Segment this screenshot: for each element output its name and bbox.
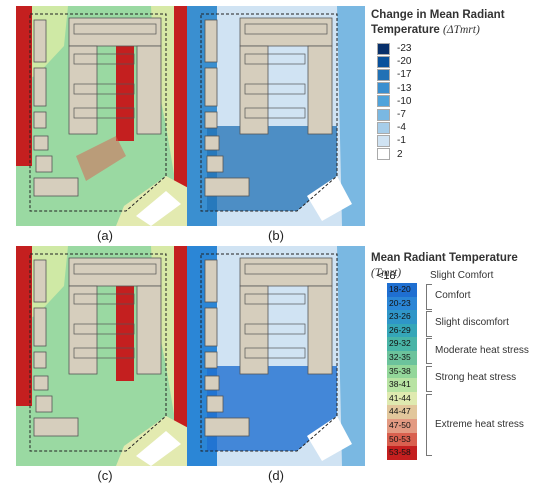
legend-top-row: 2 [377, 148, 403, 161]
legend-top-swatch [377, 95, 390, 108]
legend-top-swatch [377, 42, 390, 55]
legend-bottom-swatch [387, 337, 417, 351]
caption-d: (d) [268, 468, 284, 483]
legend-top-title-line2: Temperature [371, 24, 440, 36]
legend-top-row: -7 [377, 108, 406, 121]
legend-bottom-label: 44-47 [389, 406, 411, 417]
legend-bottom-row: 44-47 [387, 405, 417, 419]
legend-bottom-row: 35-38 [387, 364, 417, 379]
legend-top-label: 2 [397, 148, 403, 160]
legend-top-title-line1: Change in Mean Radiant [371, 9, 505, 21]
legend-top-swatch [377, 82, 390, 95]
bracket-slight-discomfort [426, 311, 432, 337]
category-extreme-heat-stress: Extreme heat stress [435, 419, 524, 430]
category-moderate-heat-stress: Moderate heat stress [435, 345, 529, 356]
legend-top-swatch [377, 134, 390, 147]
bracket-extreme [426, 394, 432, 456]
legend-bottom-symbol: (Tmrt) [371, 267, 402, 279]
legend-bottom-row: 23-26 [387, 310, 417, 324]
legend-bottom-swatch [387, 419, 417, 433]
bracket-strong [426, 366, 432, 392]
legend-top-row: -10 [377, 95, 411, 108]
legend-bottom-label: 50-53 [389, 433, 411, 444]
legend-bottom-row: 41-44 [387, 391, 417, 406]
legend-top-label: -23 [397, 43, 412, 54]
legend-top-label: -17 [397, 69, 412, 81]
legend-bottom-swatch [387, 405, 417, 419]
map-panel-a [16, 6, 194, 226]
legend-bottom-label: 53-58 [389, 447, 411, 458]
legend-top-swatch [377, 68, 390, 81]
legend-top-label: -13 [397, 82, 412, 94]
map-panel-d [187, 246, 365, 466]
legend-bottom-label: 41-44 [389, 392, 411, 403]
legend-bottom-label: 18-20 [389, 284, 411, 294]
legend-top-label: -4 [397, 122, 406, 134]
legend-bottom-swatch [387, 378, 417, 392]
bracket-moderate [426, 338, 432, 364]
legend-bottom-swatch [387, 296, 417, 311]
legend-top-title: Change in Mean Radiant Temperature (ΔTmr… [371, 8, 549, 38]
legend-bottom-row: 20-23 [387, 296, 417, 311]
legend-bottom-row: 29-32 [387, 337, 417, 351]
category-strong-heat-stress: Strong heat stress [435, 372, 517, 383]
legend-bottom-row: 38-41 [387, 378, 417, 392]
category-slight-discomfort: Slight discomfort [435, 317, 509, 328]
legend-bottom-swatch [387, 446, 417, 460]
legend-bottom-swatch [387, 391, 417, 406]
legend-top-label: -10 [397, 95, 412, 107]
legend-bottom-row: 47-50 [387, 419, 417, 433]
bracket-comfort [426, 284, 432, 310]
legend-top-swatch [377, 108, 390, 121]
legend-bottom-swatch [387, 310, 417, 324]
category-comfort: Comfort [435, 290, 471, 301]
legend-bottom-title-text: Mean Radiant Temperature [371, 252, 518, 264]
legend-bottom-row: 50-53 [387, 432, 417, 447]
legend-top-row: -20 [377, 55, 411, 68]
legend-top-symbol: (ΔTmrt) [443, 24, 480, 36]
legend-bottom-title: Mean Radiant Temperature (Tmrt) [371, 251, 549, 281]
legend-top-row: -23 [377, 42, 411, 55]
map-panel-c [16, 246, 194, 466]
legend-bottom-row: 32-35 [387, 351, 417, 365]
legend-bottom-label: 47-50 [389, 420, 411, 430]
legend-top-swatch [377, 55, 390, 68]
legend-bottom-label: 23-26 [389, 311, 411, 322]
legend-bottom-swatch [387, 364, 417, 379]
map-panel-b [187, 6, 365, 226]
legend-top-row: -17 [377, 68, 411, 81]
legend-bottom-label: 35-38 [389, 365, 411, 376]
legend-bottom-swatch [387, 323, 417, 338]
legend-bottom-label: 20-23 [389, 297, 411, 308]
legend-top-row: -1 [377, 134, 406, 147]
legend-bottom-label: 26-29 [389, 324, 411, 335]
legend-top-row: -4 [377, 121, 406, 134]
legend-bottom-label: 29-32 [389, 338, 411, 349]
caption-c: (c) [97, 468, 113, 483]
legend-top-label: -20 [397, 56, 412, 68]
legend-bottom-first-label: <18 [377, 270, 396, 282]
caption-b: (b) [268, 228, 284, 243]
legend-top-swatch [377, 121, 390, 134]
legend-bottom-label: 32-35 [389, 352, 411, 362]
caption-a: (a) [97, 228, 113, 243]
legend-bottom-swatch [387, 283, 417, 297]
legend-top-label: -7 [397, 109, 406, 120]
legend-bottom-row: 53-58 [387, 446, 417, 460]
legend-top-label: -1 [397, 135, 406, 147]
legend-top-row: -13 [377, 82, 411, 95]
legend-bottom-label: 38-41 [389, 379, 411, 390]
legend-top-swatch [377, 148, 390, 161]
legend-bottom-swatch [387, 351, 417, 365]
category-slight-comfort: Slight Comfort [430, 270, 494, 281]
legend-bottom-row: 26-29 [387, 323, 417, 338]
legend-bottom-swatch [387, 432, 417, 447]
legend-bottom-row: 18-20 [387, 283, 417, 297]
